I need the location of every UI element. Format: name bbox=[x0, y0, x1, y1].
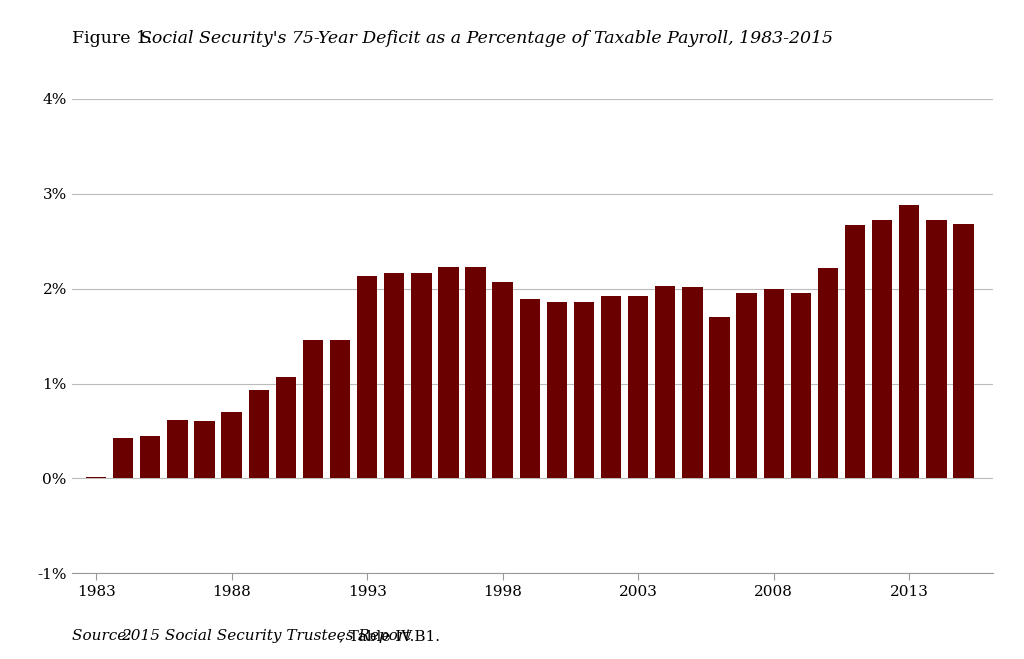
Bar bbox=[845, 225, 865, 478]
Bar bbox=[791, 293, 811, 478]
Bar bbox=[384, 273, 404, 478]
Bar bbox=[465, 267, 485, 478]
Text: , Table IV.B1.: , Table IV.B1. bbox=[339, 629, 440, 643]
Bar bbox=[573, 302, 594, 478]
Bar bbox=[899, 205, 920, 478]
Bar bbox=[140, 436, 161, 478]
Bar bbox=[601, 297, 622, 478]
Text: Social Security's 75-Year Deficit as a Percentage of Taxable Payroll, 1983-2015: Social Security's 75-Year Deficit as a P… bbox=[140, 30, 834, 47]
Bar bbox=[682, 287, 702, 478]
Bar bbox=[412, 273, 431, 478]
Bar bbox=[926, 220, 946, 478]
Bar bbox=[655, 286, 676, 478]
Bar bbox=[710, 317, 730, 478]
Bar bbox=[872, 220, 892, 478]
Bar bbox=[195, 422, 215, 478]
Bar bbox=[736, 293, 757, 478]
Bar bbox=[249, 390, 269, 478]
Bar bbox=[303, 340, 324, 478]
Bar bbox=[113, 438, 133, 478]
Bar bbox=[818, 268, 838, 478]
Bar bbox=[86, 476, 106, 478]
Text: 2015 Social Security Trustees Report: 2015 Social Security Trustees Report bbox=[121, 629, 411, 643]
Bar bbox=[628, 297, 648, 478]
Bar bbox=[167, 420, 187, 478]
Bar bbox=[438, 267, 459, 478]
Bar bbox=[547, 302, 567, 478]
Bar bbox=[330, 340, 350, 478]
Bar bbox=[493, 282, 513, 478]
Bar bbox=[519, 299, 540, 478]
Text: Figure 1.: Figure 1. bbox=[72, 30, 158, 47]
Bar bbox=[275, 377, 296, 478]
Bar bbox=[764, 289, 784, 478]
Bar bbox=[357, 276, 377, 478]
Text: Source:: Source: bbox=[72, 629, 136, 643]
Bar bbox=[953, 224, 974, 478]
Bar bbox=[221, 412, 242, 478]
